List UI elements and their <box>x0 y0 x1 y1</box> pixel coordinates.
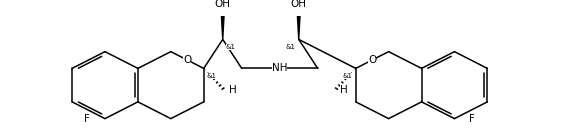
Text: H: H <box>229 85 237 95</box>
Text: &1: &1 <box>225 44 236 50</box>
Text: &1: &1 <box>286 44 296 50</box>
Text: F: F <box>470 114 475 124</box>
Text: F: F <box>84 114 90 124</box>
Text: OH: OH <box>215 0 231 9</box>
Text: &1: &1 <box>207 73 217 79</box>
Polygon shape <box>297 13 300 39</box>
Text: OH: OH <box>291 0 307 9</box>
Polygon shape <box>221 13 224 39</box>
Text: H: H <box>340 85 348 95</box>
Text: &1: &1 <box>343 73 353 79</box>
Text: O: O <box>368 55 377 65</box>
Text: NH: NH <box>272 63 287 73</box>
Text: O: O <box>183 55 191 65</box>
